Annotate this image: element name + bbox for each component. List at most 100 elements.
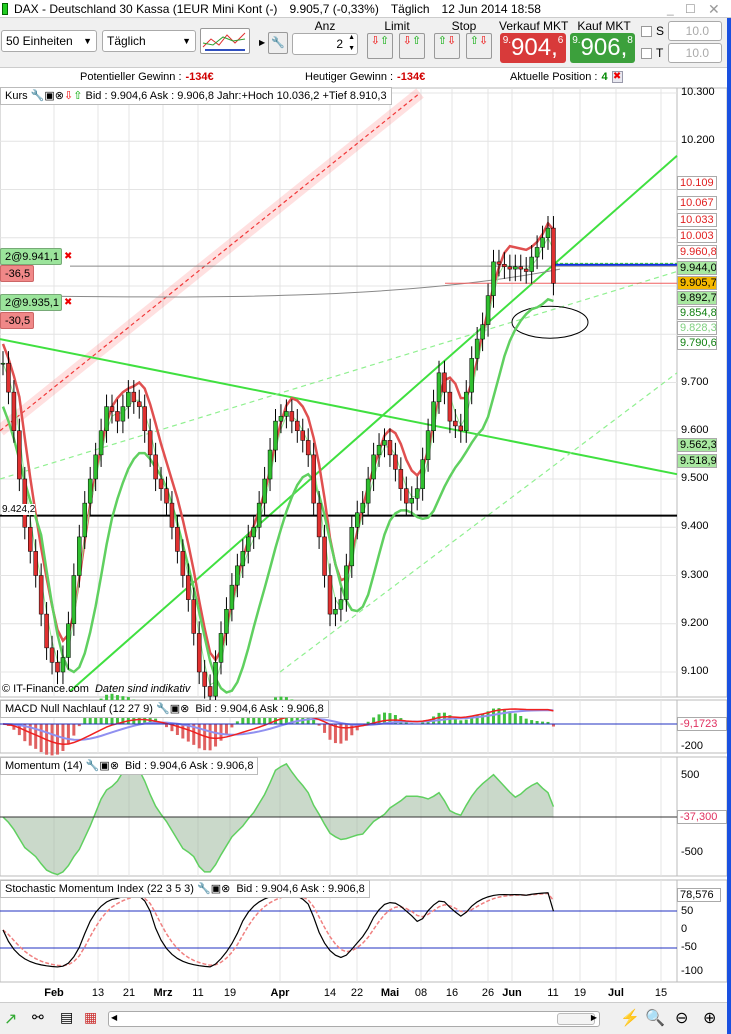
position-tag-2[interactable]: 2@9.935,1 xyxy=(0,294,62,311)
window-icon[interactable]: ▣ xyxy=(169,703,181,715)
s-checkbox[interactable] xyxy=(641,26,652,37)
zoom-in-icon[interactable]: ⊕ xyxy=(703,1010,717,1027)
units-select[interactable]: 50 Einheiten ▼ xyxy=(1,30,97,52)
buy-arrow-icon[interactable]: ⇧ xyxy=(73,90,83,102)
scroll-left-icon[interactable]: ◀ xyxy=(111,1013,118,1022)
datetime: 12 Jun 2014 18:58 xyxy=(441,2,541,16)
wrench-icon[interactable]: 🔧 xyxy=(85,760,100,772)
close-button[interactable]: ✕ xyxy=(708,1,720,17)
units-value: 50 Einheiten xyxy=(6,34,73,48)
title-bar: DAX - Deutschland 30 Kassa (1EUR Mini Ko… xyxy=(0,0,731,18)
interval-select[interactable]: Täglich ▼ xyxy=(102,30,196,52)
price-level-tag: 9.518,9 xyxy=(677,454,717,468)
candle-body xyxy=(365,478,371,504)
macd-value-tag: -9,1723 xyxy=(677,717,727,731)
hline-label: 9.424,2 xyxy=(2,504,36,515)
date-tick: 11 xyxy=(192,987,204,999)
settings-button[interactable]: 🔧 xyxy=(268,32,288,54)
horizontal-scrollbar[interactable]: ◀ ▶ xyxy=(108,1011,600,1027)
chart-type-button[interactable] xyxy=(200,28,250,54)
candle-body xyxy=(513,266,518,270)
candle-body xyxy=(284,411,289,417)
scroll-right-icon[interactable]: ▶ xyxy=(590,1013,597,1022)
wrench-icon[interactable]: 🔧 xyxy=(156,703,170,715)
candle-body xyxy=(360,502,365,514)
scroll-thumb[interactable] xyxy=(557,1013,595,1025)
wrench-icon[interactable]: 🔧 xyxy=(197,883,211,895)
candle-body xyxy=(480,324,485,340)
limit-buy-button[interactable]: ⇩⇧ xyxy=(399,33,425,59)
momentum-title: Momentum (14) xyxy=(5,760,83,772)
macd-histogram-bar xyxy=(475,715,479,724)
macd-histogram-bar xyxy=(241,716,245,724)
candle-body xyxy=(224,609,229,634)
position-tag-1[interactable]: 2@9.941,1 xyxy=(0,248,62,265)
limit-label: Limit xyxy=(384,19,410,33)
close-circle-icon[interactable]: ⊗ xyxy=(221,883,231,895)
macd-histogram-bar xyxy=(56,724,59,755)
stop-label: Stop xyxy=(451,19,477,33)
candle-body xyxy=(387,440,393,456)
expand-arrow-icon[interactable]: ▶ xyxy=(259,38,266,47)
draw-tool-icon[interactable]: ↗ xyxy=(4,1011,18,1028)
macd-histogram-bar xyxy=(519,715,523,724)
macd-histogram-bar xyxy=(339,724,343,744)
zoom-fit-icon[interactable]: 🔍 xyxy=(645,1010,665,1027)
t-checkbox[interactable] xyxy=(641,48,652,59)
link-icon[interactable]: ⚯ xyxy=(32,1009,44,1025)
candle-body xyxy=(338,599,344,610)
close-circle-icon[interactable]: ⊗ xyxy=(109,760,120,772)
window-icon[interactable]: ▣ xyxy=(210,883,222,895)
close-circle-icon[interactable]: ⊗ xyxy=(54,90,65,102)
autoscale-icon[interactable]: ⚡ xyxy=(620,1010,640,1027)
macd-histogram-bar xyxy=(181,724,185,739)
chart-canvas[interactable] xyxy=(0,86,731,1002)
limit-sell-button[interactable]: ⇩⇧ xyxy=(367,33,393,59)
price-level-tag: 9.944,0 xyxy=(677,261,717,275)
close-position-icon[interactable]: ✖ xyxy=(611,71,623,83)
stop-buy-button[interactable]: ⇧⇩ xyxy=(434,33,460,59)
sell-market-button[interactable]: 9.904,6 xyxy=(500,33,566,63)
sell-prefix: 9. xyxy=(502,35,512,46)
panel-frame xyxy=(0,87,678,698)
candle-body xyxy=(109,406,115,412)
s-value: 10.0 xyxy=(685,24,709,38)
candle-body xyxy=(175,527,180,552)
green-stop-line xyxy=(1,297,554,694)
window-icon[interactable]: ▣ xyxy=(44,90,55,102)
zoom-out-icon[interactable]: ⊖ xyxy=(675,1010,689,1027)
quantity-value: 2 xyxy=(336,37,343,51)
grid-icon[interactable]: ▦ xyxy=(84,1009,98,1025)
wrench-icon[interactable]: 🔧 xyxy=(30,90,45,102)
candle-body xyxy=(267,449,273,480)
macd-histogram-bar xyxy=(230,724,234,728)
t-value-field[interactable]: 10.0 xyxy=(668,43,722,63)
price-tick: 9.600 xyxy=(681,423,709,436)
maximize-button[interactable]: ☐ xyxy=(685,2,696,16)
buy-market-button[interactable]: 9.906,8 xyxy=(570,33,635,63)
macd-histogram-bar xyxy=(224,724,228,735)
macd-histogram-bar xyxy=(83,717,87,724)
sell-arrow-icon[interactable]: ⇩ xyxy=(64,90,74,102)
candle-body xyxy=(529,256,534,272)
minimize-button[interactable]: _ xyxy=(667,2,674,16)
candle-body xyxy=(545,227,551,239)
quantity-stepper[interactable]: 2 ▲ ▼ xyxy=(292,33,358,55)
window-icon[interactable]: ▣ xyxy=(99,760,110,772)
toolbar: 50 Einheiten ▼ Täglich ▼ ▶ 🔧 Anz 2 ▲ ▼ Limit… xyxy=(0,18,731,68)
macd-signal-line xyxy=(2,709,554,741)
close-position-1-icon[interactable]: ✖ xyxy=(64,251,73,262)
macd-histogram-bar xyxy=(312,718,316,724)
candle-body xyxy=(322,536,327,576)
macd-histogram-bar xyxy=(77,724,81,727)
stop-sell-button[interactable]: ⇧⇩ xyxy=(466,33,492,59)
window-border xyxy=(727,18,731,1034)
report-icon[interactable]: ▤ xyxy=(60,1009,74,1025)
price-level-tag: 9.790,6 xyxy=(677,336,717,350)
s-value-field[interactable]: 10.0 xyxy=(668,21,722,41)
close-circle-icon[interactable]: ⊗ xyxy=(180,703,190,715)
sell-price: 904, xyxy=(511,34,558,61)
close-position-2-icon[interactable]: ✖ xyxy=(64,297,73,308)
today-gain-group: Heutiger Gewinn : -134€ xyxy=(305,68,425,86)
price-tick: 9.400 xyxy=(681,520,709,533)
